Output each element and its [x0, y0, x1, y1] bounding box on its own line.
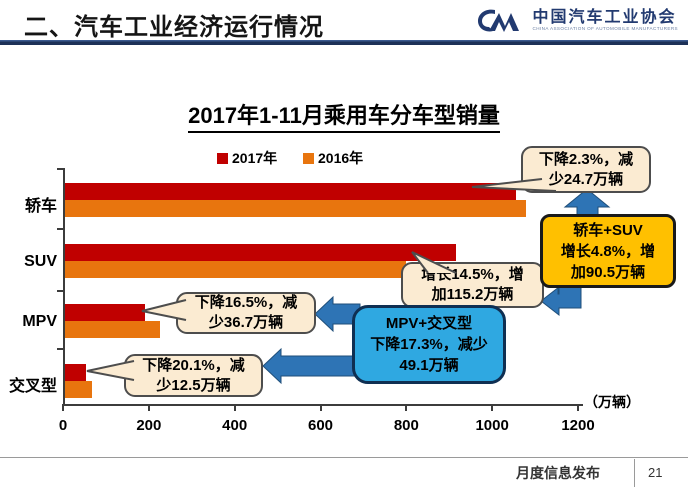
callout-suv: 增长14.5%，增 加115.2万辆	[401, 262, 544, 308]
page-number: 21	[648, 465, 663, 480]
x-tick-label: 1200	[561, 417, 595, 434]
caam-logo-icon	[477, 9, 519, 32]
category-label-suv: SUV	[24, 253, 57, 270]
org-name-en: CHINA ASSOCIATION OF AUTOMOBILE MANUFACT…	[532, 25, 678, 31]
bar-suv-2016	[65, 261, 406, 278]
footer-vertical-divider	[634, 459, 635, 487]
org-logo: 中国汽车工业协会 CHINA ASSOCIATION OF AUTOMOBILE…	[475, 6, 678, 36]
x-tick-label: 400	[222, 417, 248, 434]
y-axis-tick	[57, 168, 63, 170]
x-tick	[319, 406, 322, 411]
x-tick-label: 0	[58, 417, 68, 434]
legend-label-2017: 2017年	[232, 150, 278, 166]
footer-label: 月度信息发布	[516, 465, 600, 481]
callout-mpv: 下降16.5%，减 少36.7万辆	[176, 292, 316, 334]
x-tick-label: 800	[393, 417, 419, 434]
bar-crossover-2017	[65, 364, 87, 381]
legend-label-2016: 2016年	[318, 150, 364, 166]
bar-mpv-2016	[65, 321, 161, 338]
x-axis-unit-label: （万辆）	[584, 394, 640, 410]
legend-swatch-2017-icon	[217, 152, 228, 164]
arrow-left-crossover-icon	[262, 347, 361, 385]
header-divider	[0, 40, 688, 45]
category-label-sedan: 轿车	[24, 198, 57, 215]
callout-sedan: 下降2.3%，减 少24.7万辆	[521, 146, 651, 193]
page-title: 二、汽车工业经济运行情况	[24, 14, 324, 41]
y-axis-tick	[57, 290, 63, 292]
x-axis	[62, 404, 583, 406]
callout-mpv-crossover-total: MPV+交叉型 下降17.3%，减少 49.1万辆	[352, 305, 506, 384]
bar-mpv-2017	[65, 304, 145, 321]
footer-divider	[0, 457, 688, 458]
y-axis-tick	[57, 348, 63, 350]
x-tick	[147, 406, 150, 411]
x-tick-label: 1000	[475, 417, 509, 434]
x-tick	[62, 406, 64, 411]
x-tick	[491, 406, 494, 411]
org-name-cn: 中国汽车工业协会	[532, 9, 677, 27]
bar-sedan-2017	[65, 183, 516, 200]
x-tick	[577, 406, 579, 411]
x-tick	[233, 406, 236, 411]
x-tick	[405, 406, 408, 411]
callout-crossover: 下降20.1%，减 少12.5万辆	[124, 354, 263, 397]
legend-item-2017: 2017年	[217, 148, 277, 168]
y-axis	[63, 168, 65, 406]
x-tick-label: 600	[307, 417, 334, 434]
category-label-crossover: 交叉型	[8, 378, 57, 395]
chart-legend: 2017年 2016年	[0, 148, 688, 166]
chart-title: 2017年1-11月乘用车分车型销量	[0, 98, 688, 133]
callout-sedan-suv-total: 轿车+SUV 增长4.8%，增 加90.5万辆	[540, 214, 676, 288]
legend-item-2016: 2016年	[303, 148, 363, 168]
bar-sedan-2016	[65, 200, 527, 217]
bar-crossover-2016	[65, 381, 92, 398]
category-label-mpv: MPV	[22, 313, 57, 330]
legend-swatch-2016-icon	[303, 152, 314, 164]
x-tick-label: 200	[136, 417, 162, 434]
y-axis-tick	[57, 228, 63, 230]
bar-suv-2017	[65, 244, 456, 261]
